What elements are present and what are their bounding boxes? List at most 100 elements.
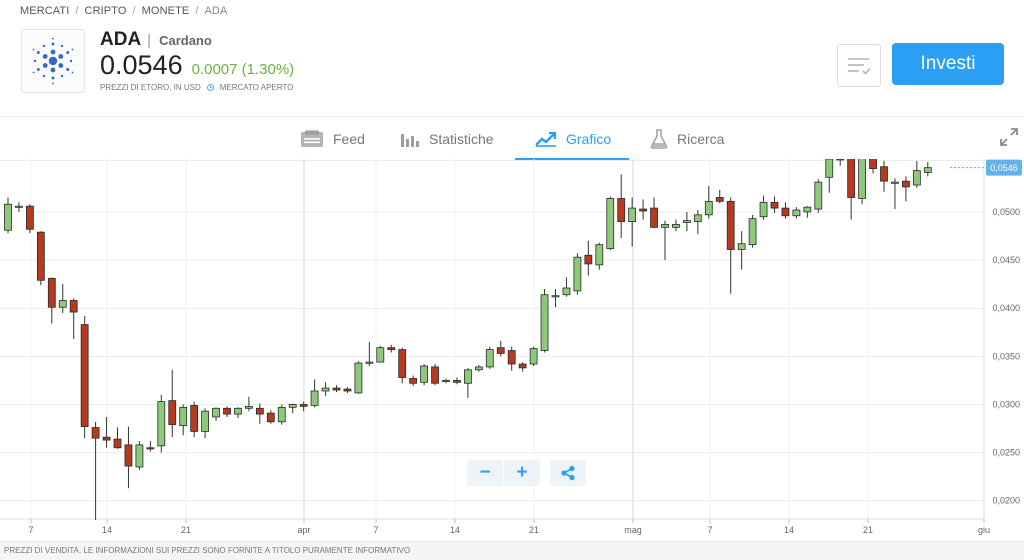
candle[interactable] [398, 347, 407, 384]
tab-research[interactable]: Ricerca [650, 117, 724, 160]
watchlist-button[interactable] [837, 44, 881, 87]
candle[interactable] [562, 277, 571, 297]
candle[interactable] [80, 315, 89, 439]
candle[interactable] [726, 197, 735, 294]
tab-statistics[interactable]: Statistiche [400, 117, 494, 160]
candle[interactable] [693, 210, 702, 235]
candle[interactable] [683, 211, 691, 232]
candle[interactable] [902, 176, 910, 202]
candle[interactable] [223, 406, 231, 417]
breadcrumb-markets[interactable]: MERCATI [20, 5, 70, 17]
candle[interactable] [485, 346, 494, 369]
candle[interactable] [102, 416, 111, 448]
candle[interactable] [354, 361, 363, 394]
zoom-in-button[interactable]: + [516, 462, 528, 483]
candle[interactable] [825, 159, 834, 193]
breadcrumb-coins[interactable]: MONETE [141, 5, 190, 17]
candle[interactable] [255, 403, 264, 424]
candle[interactable] [496, 340, 505, 357]
tab-chart[interactable]: Grafico [535, 117, 611, 160]
candle[interactable] [409, 375, 418, 387]
zoom-out-button[interactable]: − [479, 462, 491, 483]
candle[interactable] [212, 407, 220, 421]
candle[interactable] [792, 207, 801, 219]
candle[interactable] [168, 369, 177, 438]
tab-feed[interactable]: Feed [300, 117, 365, 160]
candle[interactable] [573, 253, 582, 295]
candle[interactable] [606, 196, 615, 251]
candle[interactable] [474, 364, 483, 372]
candle[interactable] [759, 195, 768, 220]
candle[interactable] [15, 202, 23, 212]
candle[interactable] [124, 426, 133, 489]
candle[interactable] [529, 346, 538, 366]
candle[interactable] [431, 364, 439, 386]
candle[interactable] [47, 277, 56, 324]
invest-button[interactable]: Investi [892, 43, 1004, 85]
candle[interactable] [190, 401, 199, 438]
candle[interactable] [4, 197, 12, 234]
candle[interactable] [36, 231, 45, 286]
candle[interactable] [91, 421, 100, 520]
candle[interactable] [737, 231, 746, 270]
candle[interactable] [650, 197, 658, 229]
share-button[interactable] [550, 460, 586, 486]
candle[interactable] [321, 382, 330, 396]
candle[interactable] [507, 346, 516, 371]
candle[interactable] [69, 298, 78, 339]
candle[interactable] [617, 174, 626, 238]
candle[interactable] [365, 341, 374, 366]
candle-body [748, 218, 757, 246]
candle[interactable] [748, 214, 757, 248]
candle[interactable] [25, 204, 34, 234]
candle[interactable] [880, 160, 888, 192]
breadcrumb-crypto[interactable]: CRIPTO [84, 5, 127, 17]
candle[interactable] [266, 410, 275, 424]
candle[interactable] [179, 404, 188, 436]
candle[interactable] [923, 161, 932, 177]
candle[interactable] [277, 404, 286, 425]
candle[interactable] [518, 362, 527, 372]
candle[interactable] [770, 196, 779, 213]
candle[interactable] [310, 379, 319, 408]
price-chart[interactable]: 0,0200 0,0250 0,0300 0,0350 0,0400 0,0450 0,05… [0, 159, 1024, 541]
candle[interactable] [715, 189, 724, 204]
candle[interactable] [803, 206, 812, 218]
expand-icon[interactable] [1000, 128, 1018, 146]
candle[interactable] [332, 385, 341, 392]
candle[interactable] [661, 220, 669, 261]
candle[interactable] [58, 284, 67, 314]
candle[interactable] [704, 185, 713, 219]
candle[interactable] [135, 441, 144, 470]
candle[interactable] [814, 179, 823, 213]
candle[interactable] [387, 344, 396, 353]
candle[interactable] [836, 159, 845, 166]
candle[interactable] [343, 387, 352, 393]
candle[interactable] [540, 288, 549, 353]
candle[interactable] [551, 288, 560, 308]
candle[interactable] [672, 219, 680, 232]
candle[interactable] [157, 394, 166, 453]
candle[interactable] [113, 427, 122, 449]
candle[interactable] [858, 159, 866, 205]
candle[interactable] [584, 240, 593, 276]
candle[interactable] [288, 403, 297, 414]
candle[interactable] [376, 345, 385, 363]
candle[interactable] [463, 367, 472, 398]
candle[interactable] [453, 377, 461, 385]
candle[interactable] [146, 441, 155, 452]
candle[interactable] [847, 159, 856, 220]
candle[interactable] [442, 378, 450, 384]
candle[interactable] [628, 197, 637, 247]
candle[interactable] [912, 160, 921, 188]
candle[interactable] [420, 364, 429, 386]
candle[interactable] [639, 199, 647, 220]
candle[interactable] [595, 242, 604, 270]
candle[interactable] [201, 408, 210, 439]
candle[interactable] [234, 407, 242, 418]
candle[interactable] [869, 159, 877, 174]
candle[interactable] [299, 401, 308, 412]
candle[interactable] [244, 396, 253, 412]
candle[interactable] [781, 202, 790, 219]
candle[interactable] [891, 178, 899, 210]
